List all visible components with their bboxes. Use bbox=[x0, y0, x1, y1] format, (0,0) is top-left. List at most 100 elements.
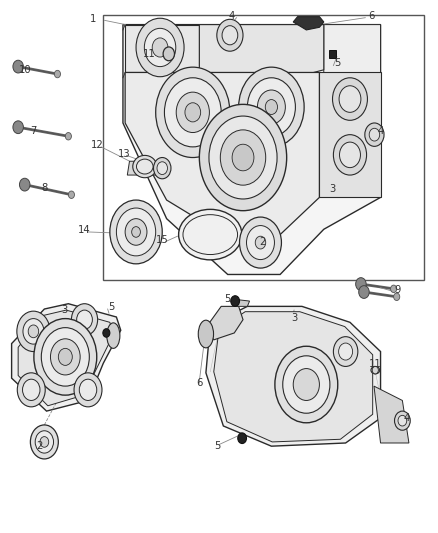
Text: 3: 3 bbox=[329, 184, 336, 195]
Circle shape bbox=[258, 90, 286, 124]
Circle shape bbox=[339, 142, 360, 167]
Text: 6: 6 bbox=[369, 11, 375, 21]
Text: 1: 1 bbox=[90, 14, 97, 24]
Text: 2: 2 bbox=[36, 441, 42, 451]
Polygon shape bbox=[117, 214, 158, 249]
Circle shape bbox=[369, 128, 380, 141]
Circle shape bbox=[283, 356, 330, 413]
Circle shape bbox=[58, 349, 72, 366]
Circle shape bbox=[247, 78, 295, 136]
Text: 2: 2 bbox=[259, 237, 266, 247]
Circle shape bbox=[398, 415, 407, 426]
Circle shape bbox=[220, 130, 266, 185]
Circle shape bbox=[17, 311, 50, 352]
Circle shape bbox=[333, 135, 367, 175]
Text: 9: 9 bbox=[394, 285, 400, 295]
Circle shape bbox=[395, 411, 410, 430]
Circle shape bbox=[199, 104, 287, 211]
Circle shape bbox=[34, 319, 97, 395]
Circle shape bbox=[164, 78, 221, 147]
Text: 12: 12 bbox=[91, 140, 104, 150]
Circle shape bbox=[153, 158, 171, 179]
Polygon shape bbox=[324, 25, 381, 197]
Text: 14: 14 bbox=[78, 225, 91, 236]
Circle shape bbox=[185, 103, 201, 122]
Circle shape bbox=[65, 133, 71, 140]
Bar bbox=[103, 14, 424, 280]
Polygon shape bbox=[125, 25, 199, 72]
Polygon shape bbox=[319, 72, 381, 197]
Circle shape bbox=[110, 200, 162, 264]
Circle shape bbox=[222, 26, 238, 45]
Polygon shape bbox=[374, 386, 409, 443]
Circle shape bbox=[117, 208, 155, 256]
Circle shape bbox=[232, 144, 254, 171]
Circle shape bbox=[28, 325, 39, 338]
Ellipse shape bbox=[107, 323, 120, 349]
Circle shape bbox=[217, 19, 243, 51]
Circle shape bbox=[293, 368, 319, 400]
Text: 8: 8 bbox=[41, 183, 47, 193]
Circle shape bbox=[74, 373, 102, 407]
Circle shape bbox=[77, 310, 92, 329]
Circle shape bbox=[239, 67, 304, 147]
Polygon shape bbox=[206, 306, 243, 340]
Polygon shape bbox=[199, 25, 324, 86]
Circle shape bbox=[394, 293, 400, 301]
Circle shape bbox=[79, 379, 97, 400]
Circle shape bbox=[339, 86, 361, 112]
Ellipse shape bbox=[179, 209, 242, 260]
Text: 10: 10 bbox=[18, 65, 31, 75]
Polygon shape bbox=[18, 310, 113, 406]
Text: 3: 3 bbox=[291, 313, 297, 323]
Text: 5: 5 bbox=[108, 302, 114, 312]
Circle shape bbox=[356, 278, 366, 290]
Circle shape bbox=[247, 225, 275, 260]
Text: 5: 5 bbox=[225, 294, 231, 304]
Circle shape bbox=[332, 78, 367, 120]
Circle shape bbox=[68, 191, 74, 198]
Polygon shape bbox=[12, 304, 121, 411]
Ellipse shape bbox=[198, 320, 214, 348]
Circle shape bbox=[41, 328, 89, 386]
Circle shape bbox=[13, 121, 23, 134]
Text: 5: 5 bbox=[334, 59, 340, 68]
Circle shape bbox=[209, 116, 277, 199]
Ellipse shape bbox=[371, 367, 380, 374]
Polygon shape bbox=[127, 161, 162, 175]
Circle shape bbox=[365, 123, 384, 147]
Circle shape bbox=[155, 67, 230, 158]
Circle shape bbox=[19, 178, 30, 191]
Text: 4: 4 bbox=[404, 413, 410, 423]
Circle shape bbox=[238, 433, 247, 443]
Polygon shape bbox=[123, 25, 381, 274]
Text: 11: 11 bbox=[369, 359, 381, 369]
Circle shape bbox=[50, 339, 80, 375]
Text: 6: 6 bbox=[196, 378, 202, 388]
Circle shape bbox=[391, 285, 397, 293]
Circle shape bbox=[132, 227, 141, 237]
Circle shape bbox=[152, 38, 168, 57]
Circle shape bbox=[265, 100, 278, 115]
Text: 3: 3 bbox=[61, 305, 67, 315]
Text: 4: 4 bbox=[378, 126, 384, 136]
Circle shape bbox=[275, 346, 338, 423]
Text: 7: 7 bbox=[30, 126, 37, 136]
Circle shape bbox=[176, 92, 209, 133]
Text: 5: 5 bbox=[215, 441, 221, 451]
Circle shape bbox=[71, 304, 98, 336]
Text: 13: 13 bbox=[117, 149, 130, 159]
Text: 11: 11 bbox=[143, 49, 155, 59]
Text: 4: 4 bbox=[229, 11, 235, 21]
Circle shape bbox=[339, 343, 353, 360]
Circle shape bbox=[333, 337, 358, 367]
Circle shape bbox=[157, 162, 167, 174]
Circle shape bbox=[30, 425, 58, 459]
Polygon shape bbox=[293, 17, 324, 30]
Circle shape bbox=[40, 437, 49, 447]
Circle shape bbox=[240, 217, 282, 268]
Circle shape bbox=[372, 367, 378, 374]
Circle shape bbox=[359, 286, 369, 298]
Polygon shape bbox=[206, 306, 381, 446]
Circle shape bbox=[125, 219, 147, 245]
